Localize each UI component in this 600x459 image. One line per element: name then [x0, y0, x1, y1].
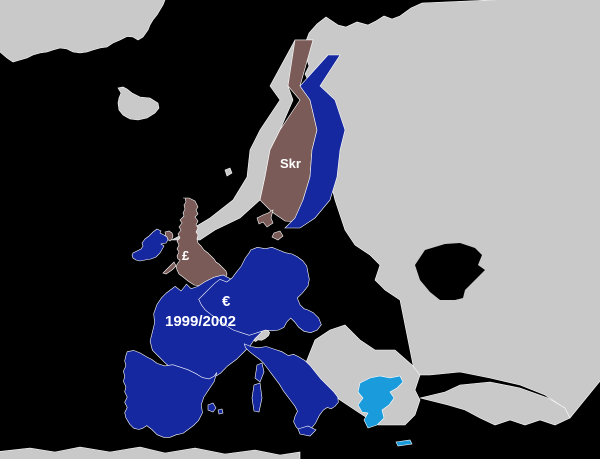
svg-text:Skr: Skr	[280, 156, 301, 171]
svg-text:1999/2002: 1999/2002	[165, 313, 236, 330]
svg-text:£: £	[182, 248, 190, 263]
svg-text:€: €	[222, 293, 231, 310]
